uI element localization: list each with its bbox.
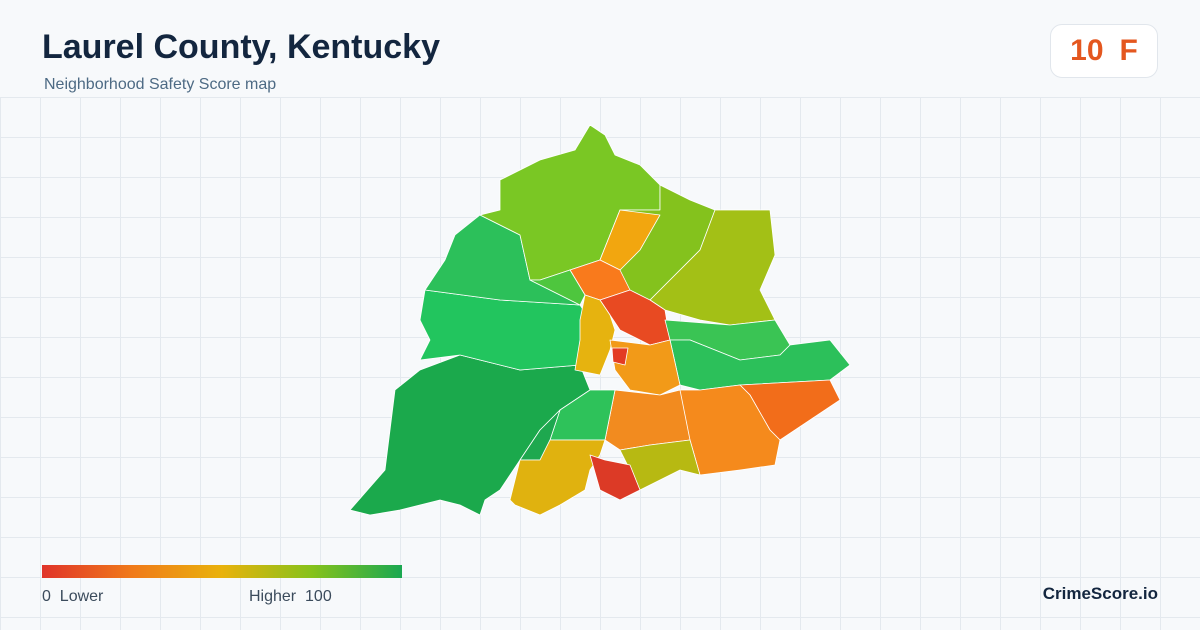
regions	[349, 124, 851, 516]
region	[649, 209, 776, 326]
region	[529, 269, 586, 306]
region	[574, 294, 616, 376]
title: Laurel County, Kentucky	[42, 28, 440, 66]
score: 10	[1070, 34, 1104, 67]
region	[589, 454, 641, 501]
region	[611, 347, 629, 366]
legend-gradient	[42, 565, 402, 578]
subtitle: Neighborhood Safety Score map	[44, 76, 277, 93]
region	[609, 339, 681, 396]
legend-max: 100	[305, 588, 332, 605]
region	[599, 209, 661, 271]
legend-min: 0	[42, 588, 51, 605]
region	[604, 389, 691, 451]
legend-min-label: Lower	[59, 588, 104, 605]
region	[509, 439, 606, 516]
legend-high: Higher 100	[249, 588, 332, 606]
region	[669, 339, 851, 391]
legend-max-label: Higher	[249, 588, 297, 605]
score-badge: 10 F	[1050, 24, 1158, 78]
grade: F	[1119, 34, 1138, 67]
brand: CrimeScore.io	[1042, 584, 1158, 603]
legend-low: 0 Lower	[42, 588, 103, 606]
